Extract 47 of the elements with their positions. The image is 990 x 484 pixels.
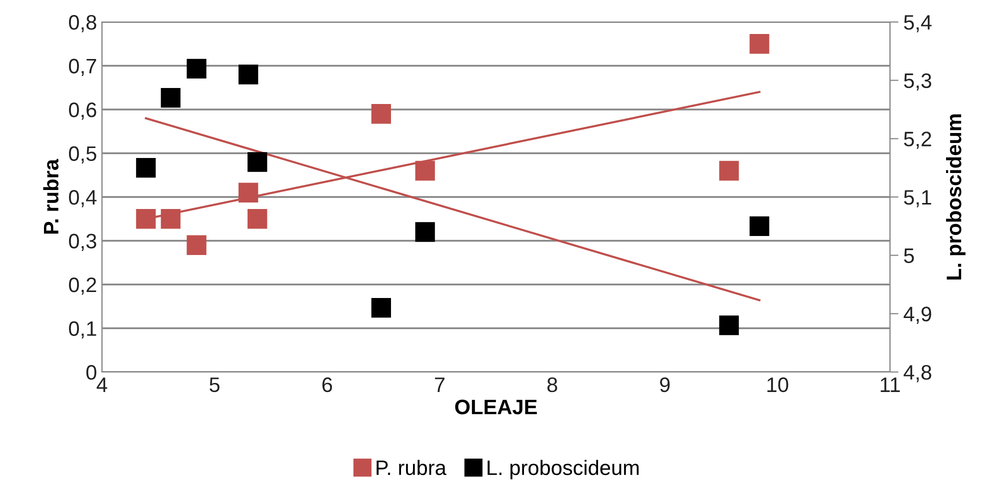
y2-tick-label: 4,9 <box>904 306 932 324</box>
x-tick-label: 11 <box>880 378 900 392</box>
x-tick-label: 5 <box>210 378 220 392</box>
y-tick-label: 0,1 <box>68 321 96 338</box>
y-tick-label: 0,8 <box>68 15 96 32</box>
x-tick-label: 8 <box>547 377 558 392</box>
y-tick-label: 0,6 <box>68 102 96 120</box>
point <box>238 64 258 84</box>
point <box>750 216 770 236</box>
x-tick-label: 6 <box>322 377 332 392</box>
point <box>248 209 268 229</box>
x-tick-label: 7 <box>434 378 444 392</box>
y-tick-label: 0,3 <box>68 234 96 251</box>
x-tick-label: 10 <box>767 377 788 392</box>
point <box>750 34 770 54</box>
point <box>136 209 156 229</box>
point <box>186 58 206 78</box>
point <box>371 298 391 318</box>
point <box>160 88 180 108</box>
point <box>160 209 180 229</box>
y-tick-label: 0,5 <box>68 146 96 164</box>
point <box>719 160 739 181</box>
y-tick-label: 0 <box>86 365 96 380</box>
y-tick-label: 0,7 <box>68 58 96 76</box>
y2-tick-label: 5,1 <box>904 190 932 208</box>
x-axis-title: OLEAJE <box>455 400 537 414</box>
y2-tick-label: 4,8 <box>904 365 932 382</box>
y-tick-label: 0,4 <box>68 190 97 208</box>
legend-label: L. proboscideum <box>488 460 639 480</box>
point <box>415 160 435 181</box>
y2-tick-label: 5,4 <box>904 15 932 32</box>
y2-tick-label: 5 <box>904 248 914 264</box>
point <box>186 235 206 255</box>
y2-tick-label: 5,2 <box>904 132 932 149</box>
point <box>371 104 391 124</box>
point <box>238 182 258 202</box>
y2-axis-title: L. proboscideum <box>946 114 966 280</box>
y-axis-title: P. rubra <box>43 158 59 234</box>
point <box>136 158 156 178</box>
y-tick-label: 0,2 <box>68 278 96 295</box>
point <box>248 152 268 172</box>
legend-label: P. rubra <box>376 460 446 476</box>
x-tick-label: 4 <box>96 378 108 392</box>
point <box>415 222 435 242</box>
x-tick-label: 9 <box>660 377 670 392</box>
y2-tick-label: 5,3 <box>904 73 932 91</box>
point <box>719 316 739 336</box>
